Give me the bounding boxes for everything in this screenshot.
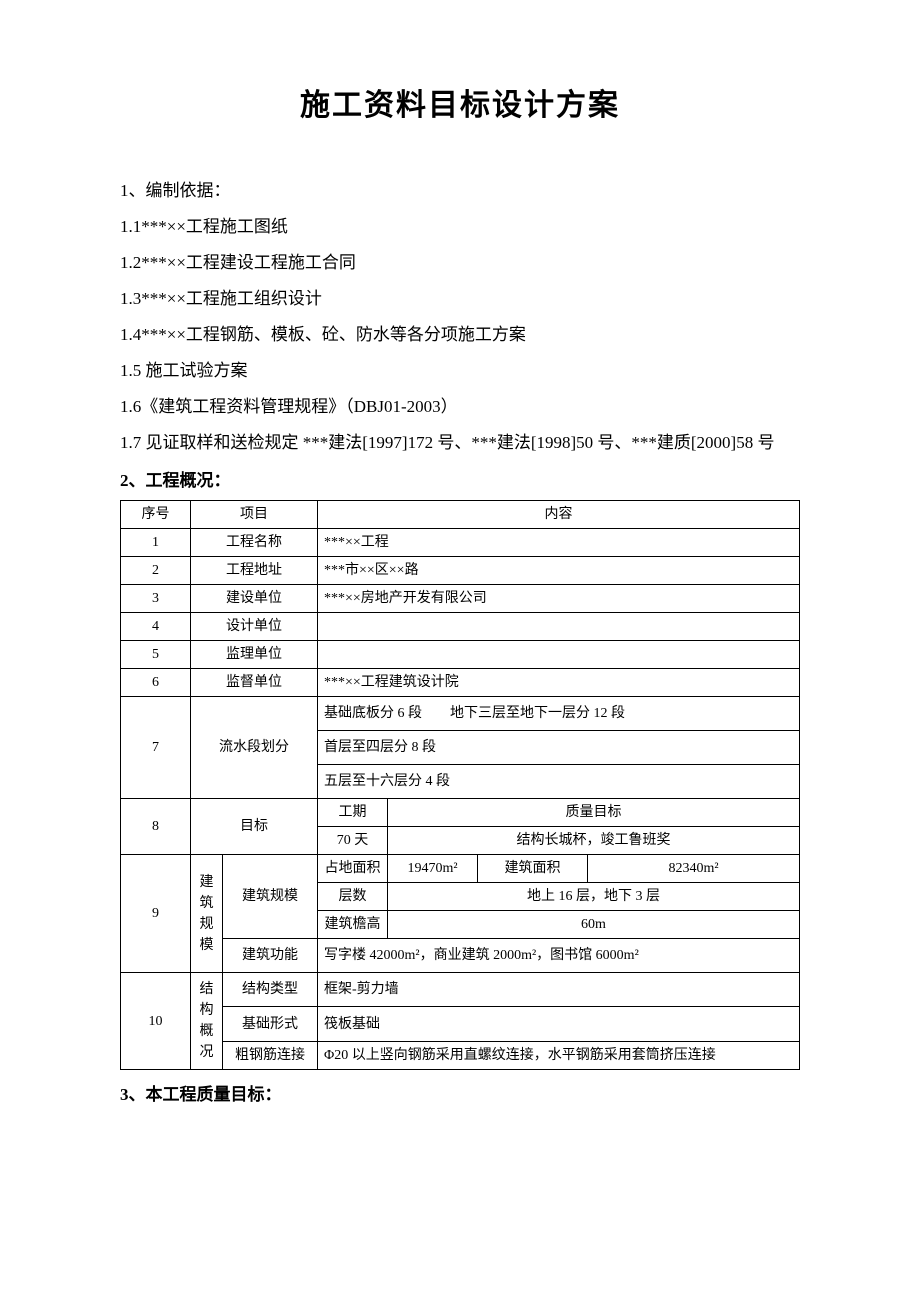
cell-value: 结构长城杯，竣工鲁班奖 bbox=[388, 827, 800, 855]
cell-seq: 9 bbox=[121, 855, 191, 973]
basis-line: 1.3***××工程施工组织设计 bbox=[120, 282, 800, 316]
cell-item: 设计单位 bbox=[191, 613, 318, 641]
cell-seq: 7 bbox=[121, 697, 191, 799]
cell-item: 工程地址 bbox=[191, 557, 318, 585]
cell-value: 写字楼 42000m²，商业建筑 2000m²，图书馆 6000m² bbox=[318, 939, 800, 973]
cell-seq: 10 bbox=[121, 973, 191, 1070]
table-row: 粗钢筋连接 Φ20 以上竖向钢筋采用直螺纹连接，水平钢筋采用套筒挤压连接 bbox=[121, 1041, 800, 1069]
th-item: 项目 bbox=[191, 501, 318, 529]
cell-item: 监理单位 bbox=[191, 641, 318, 669]
cell-item: 结构类型 bbox=[223, 973, 318, 1007]
cell-seq: 1 bbox=[121, 529, 191, 557]
cell-seq: 2 bbox=[121, 557, 191, 585]
cell-item: 建设单位 bbox=[191, 585, 318, 613]
basis-line: 1.4***××工程钢筋、模板、砼、防水等各分项施工方案 bbox=[120, 318, 800, 352]
table-row: 6 监督单位 ***××工程建筑设计院 bbox=[121, 669, 800, 697]
cell-content: ***市××区××路 bbox=[318, 557, 800, 585]
cell-seq: 5 bbox=[121, 641, 191, 669]
basis-line: 1.1***××工程施工图纸 bbox=[120, 210, 800, 244]
table-row: 9 建筑规模 建筑规模 占地面积 19470m² 建筑面积 82340m² bbox=[121, 855, 800, 883]
doc-title: 施工资料目标设计方案 bbox=[120, 80, 800, 124]
cell-value: Φ20 以上竖向钢筋采用直螺纹连接，水平钢筋采用套筒挤压连接 bbox=[318, 1041, 800, 1069]
cell-value: 地上 16 层，地下 3 层 bbox=[388, 883, 800, 911]
cell-value: 筏板基础 bbox=[318, 1007, 800, 1041]
cell-content bbox=[318, 613, 800, 641]
cell-label: 质量目标 bbox=[388, 799, 800, 827]
basis-line: 1.6《建筑工程资料管理规程》（DBJ01-2003） bbox=[120, 390, 800, 424]
cell-content: 基础底板分 6 段 地下三层至地下一层分 12 段 bbox=[318, 697, 800, 731]
section2-header: 2、工程概况： bbox=[120, 464, 800, 498]
cell-category: 建筑规模 bbox=[191, 855, 223, 973]
table-row: 7 流水段划分 基础底板分 6 段 地下三层至地下一层分 12 段 bbox=[121, 697, 800, 731]
cell-category: 结构概况 bbox=[191, 973, 223, 1070]
cell-value: 框架-剪力墙 bbox=[318, 973, 800, 1007]
cell-item: 建筑功能 bbox=[223, 939, 318, 973]
table-header: 序号 项目 内容 bbox=[121, 501, 800, 529]
table-row: 8 目标 工期 质量目标 bbox=[121, 799, 800, 827]
section3-header: 3、本工程质量目标： bbox=[120, 1078, 800, 1112]
th-seq: 序号 bbox=[121, 501, 191, 529]
cell-seq: 8 bbox=[121, 799, 191, 855]
cell-content: ***××工程 bbox=[318, 529, 800, 557]
cell-content bbox=[318, 641, 800, 669]
table-row: 1 工程名称 ***××工程 bbox=[121, 529, 800, 557]
cell-item: 建筑规模 bbox=[223, 855, 318, 939]
cell-label: 建筑面积 bbox=[478, 855, 588, 883]
cell-item: 粗钢筋连接 bbox=[223, 1041, 318, 1069]
cell-label: 层数 bbox=[318, 883, 388, 911]
cell-value: 60m bbox=[388, 911, 800, 939]
cell-label: 工期 bbox=[318, 799, 388, 827]
cell-item: 目标 bbox=[191, 799, 318, 855]
cell-value: 19470m² bbox=[388, 855, 478, 883]
cell-item: 基础形式 bbox=[223, 1007, 318, 1041]
cell-seq: 6 bbox=[121, 669, 191, 697]
cell-seq: 4 bbox=[121, 613, 191, 641]
cell-item: 监督单位 bbox=[191, 669, 318, 697]
table-row: 4 设计单位 bbox=[121, 613, 800, 641]
basis-line: 1.7 见证取样和送检规定 ***建法[1997]172 号、***建法[199… bbox=[120, 426, 800, 460]
section1-header: 1、编制依据： bbox=[120, 174, 800, 208]
table-row: 建筑功能 写字楼 42000m²，商业建筑 2000m²，图书馆 6000m² bbox=[121, 939, 800, 973]
table-row: 基础形式 筏板基础 bbox=[121, 1007, 800, 1041]
cell-item: 流水段划分 bbox=[191, 697, 318, 799]
cell-seq: 3 bbox=[121, 585, 191, 613]
cell-content: 五层至十六层分 4 段 bbox=[318, 765, 800, 799]
basis-line: 1.2***××工程建设工程施工合同 bbox=[120, 246, 800, 280]
cell-value: 82340m² bbox=[588, 855, 800, 883]
cell-label: 占地面积 bbox=[318, 855, 388, 883]
th-content: 内容 bbox=[318, 501, 800, 529]
cell-label: 建筑檐高 bbox=[318, 911, 388, 939]
cell-content: ***××房地产开发有限公司 bbox=[318, 585, 800, 613]
basis-line: 1.5 施工试验方案 bbox=[120, 354, 800, 388]
cell-item: 工程名称 bbox=[191, 529, 318, 557]
table-row: 10 结构概况 结构类型 框架-剪力墙 bbox=[121, 973, 800, 1007]
table-row: 3 建设单位 ***××房地产开发有限公司 bbox=[121, 585, 800, 613]
cell-content: 首层至四层分 8 段 bbox=[318, 731, 800, 765]
cell-content: ***××工程建筑设计院 bbox=[318, 669, 800, 697]
project-overview-table: 序号 项目 内容 1 工程名称 ***××工程 2 工程地址 ***市××区××… bbox=[120, 500, 800, 1070]
table-row: 5 监理单位 bbox=[121, 641, 800, 669]
table-row: 2 工程地址 ***市××区××路 bbox=[121, 557, 800, 585]
cell-value: 70 天 bbox=[318, 827, 388, 855]
